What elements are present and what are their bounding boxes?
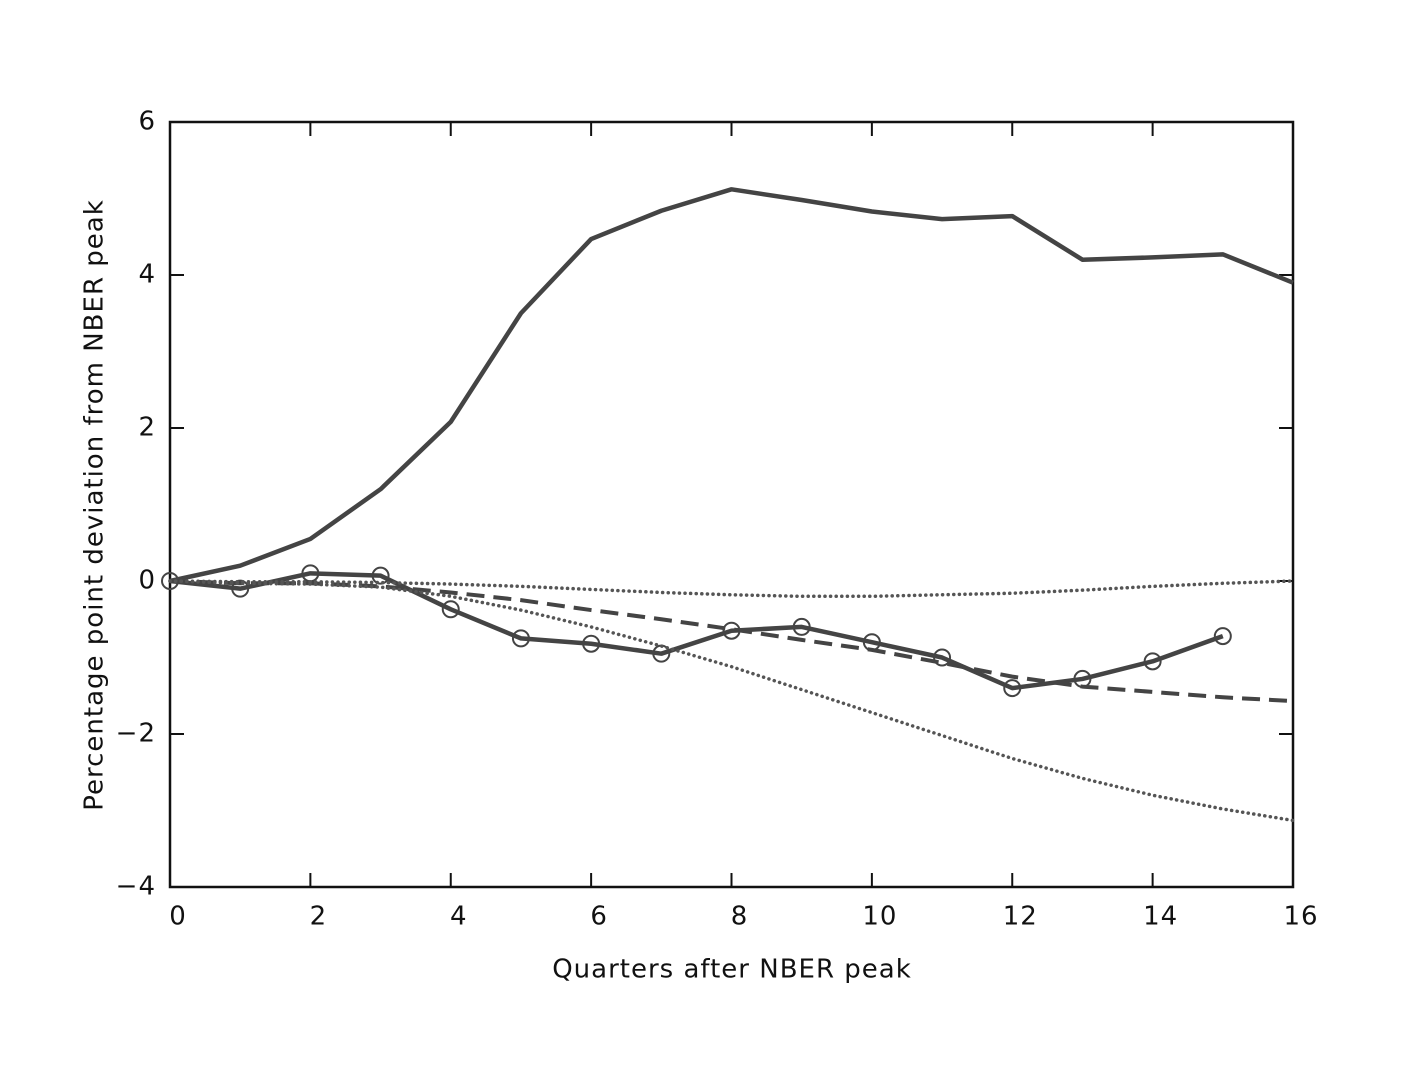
point-marker: [792, 617, 811, 636]
series-line: [168, 579, 1295, 599]
plot-frame: [168, 120, 1295, 889]
point-marker: [1143, 652, 1162, 671]
x-axis-label: Quarters after NBER peak: [552, 955, 912, 985]
y-tick-label: −2: [116, 719, 156, 749]
x-tick-label: 4: [450, 902, 468, 932]
point-marker: [582, 634, 601, 653]
point-marker: [371, 566, 390, 585]
point-marker: [441, 600, 460, 619]
x-tick-label: 14: [1143, 902, 1178, 932]
y-tick-label: 6: [138, 107, 156, 137]
series-line: [169, 187, 1294, 584]
x-tick-label: 10: [862, 902, 897, 932]
point-marker: [511, 629, 530, 648]
point-marker: [1003, 679, 1022, 698]
x-tick-label: 12: [1003, 902, 1038, 932]
series-line: [169, 579, 1294, 704]
x-tick-label: 8: [731, 902, 749, 932]
y-axis-label: Percentage point deviation from NBER pea…: [80, 199, 110, 811]
series-line: [169, 571, 1224, 691]
x-tick-label: 16: [1283, 902, 1318, 932]
point-marker: [231, 579, 250, 598]
y-tick-label: 0: [138, 566, 156, 596]
y-tick-label: 2: [138, 413, 156, 443]
y-tick-label: 4: [138, 260, 156, 290]
x-tick-label: 0: [169, 902, 187, 932]
x-tick-label: 2: [310, 902, 328, 932]
series-line: [168, 579, 1295, 823]
x-tick-label: 6: [590, 902, 608, 932]
point-marker: [1213, 627, 1232, 646]
y-tick-label: −4: [116, 872, 156, 902]
point-marker: [933, 648, 952, 667]
